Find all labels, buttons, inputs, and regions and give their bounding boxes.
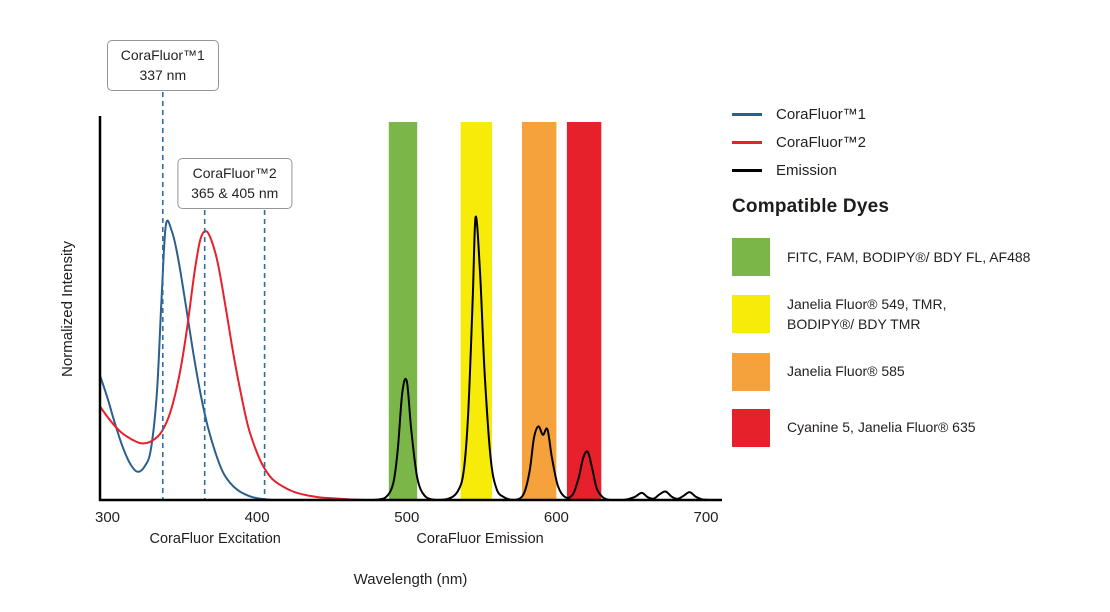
yellow-dye-swatch [732,295,770,333]
x-tick-label: 600 [544,509,569,526]
dye-item-yellow: Janelia Fluor® 549, TMR, BODIPY®/ BDY TM… [732,294,1104,335]
series-legend: CoraFluor™1 CoraFluor™2 Emission [732,106,1104,178]
x-section-label: CoraFluor Excitation [150,531,281,547]
dye-label: FITC, FAM, BODIPY®/ BDY FL, AF488 [787,247,1030,267]
x-section-label: CoraFluor Emission [416,531,543,547]
y-axis-title: Normalized Intensity [59,241,76,377]
legend-label: Emission [776,162,837,179]
red-dye-swatch [732,409,770,447]
callout-value: 365 & 405 nm [191,184,278,204]
legend-item-emission: Emission [732,162,1104,178]
orange-dye-swatch [732,353,770,391]
x-tick-label: 700 [693,509,718,526]
x-tick-label: 400 [245,509,270,526]
callout-title: CoraFluor™1 [121,46,205,66]
dye-label: Cyanine 5, Janelia Fluor® 635 [787,417,976,437]
legend-item-corafluor2: CoraFluor™2 [732,134,1104,150]
dye-item-red: Cyanine 5, Janelia Fluor® 635 [732,409,1104,447]
green-dye-swatch [732,238,770,276]
filter-band [461,122,492,500]
x-tick-label: 500 [394,509,419,526]
callout-corafluor1-337nm: CoraFluor™1 337 nm [107,40,219,91]
black-line-swatch [732,169,762,172]
spectra-chart: 300 400 500 600 700 CoraFluor Excitation CoraF… [0,0,730,612]
legend-label: CoraFluor™1 [776,106,866,123]
legend-item-corafluor1: CoraFluor™1 [732,106,1104,122]
curve-excitation [100,231,365,500]
callout-title: CoraFluor™2 [191,164,278,184]
callout-value: 337 nm [121,66,205,86]
x-axis-title: Wavelength (nm) [354,571,468,588]
blue-line-swatch [732,113,762,116]
filter-band [522,122,556,500]
red-line-swatch [732,141,762,144]
dye-item-green: FITC, FAM, BODIPY®/ BDY FL, AF488 [732,238,1104,276]
dye-label: Janelia Fluor® 585 [787,361,905,381]
curve-excitation [100,221,272,500]
filter-band [567,122,601,500]
legend-panel: CoraFluor™1 CoraFluor™2 Emission Compati… [732,106,1104,465]
fluorescence-spectra-figure: { "chart_data": { "type": "line", "title… [0,0,1110,612]
x-tick-label: 300 [95,509,120,526]
legend-label: CoraFluor™2 [776,134,866,151]
dye-item-orange: Janelia Fluor® 585 [732,353,1104,391]
dye-label: Janelia Fluor® 549, TMR, BODIPY®/ BDY TM… [787,294,946,335]
compatible-dyes-heading: Compatible Dyes [732,196,1104,218]
callout-corafluor2-365-405nm: CoraFluor™2 365 & 405 nm [177,158,292,209]
compatible-dyes-list: FITC, FAM, BODIPY®/ BDY FL, AF488 Janeli… [732,238,1104,447]
